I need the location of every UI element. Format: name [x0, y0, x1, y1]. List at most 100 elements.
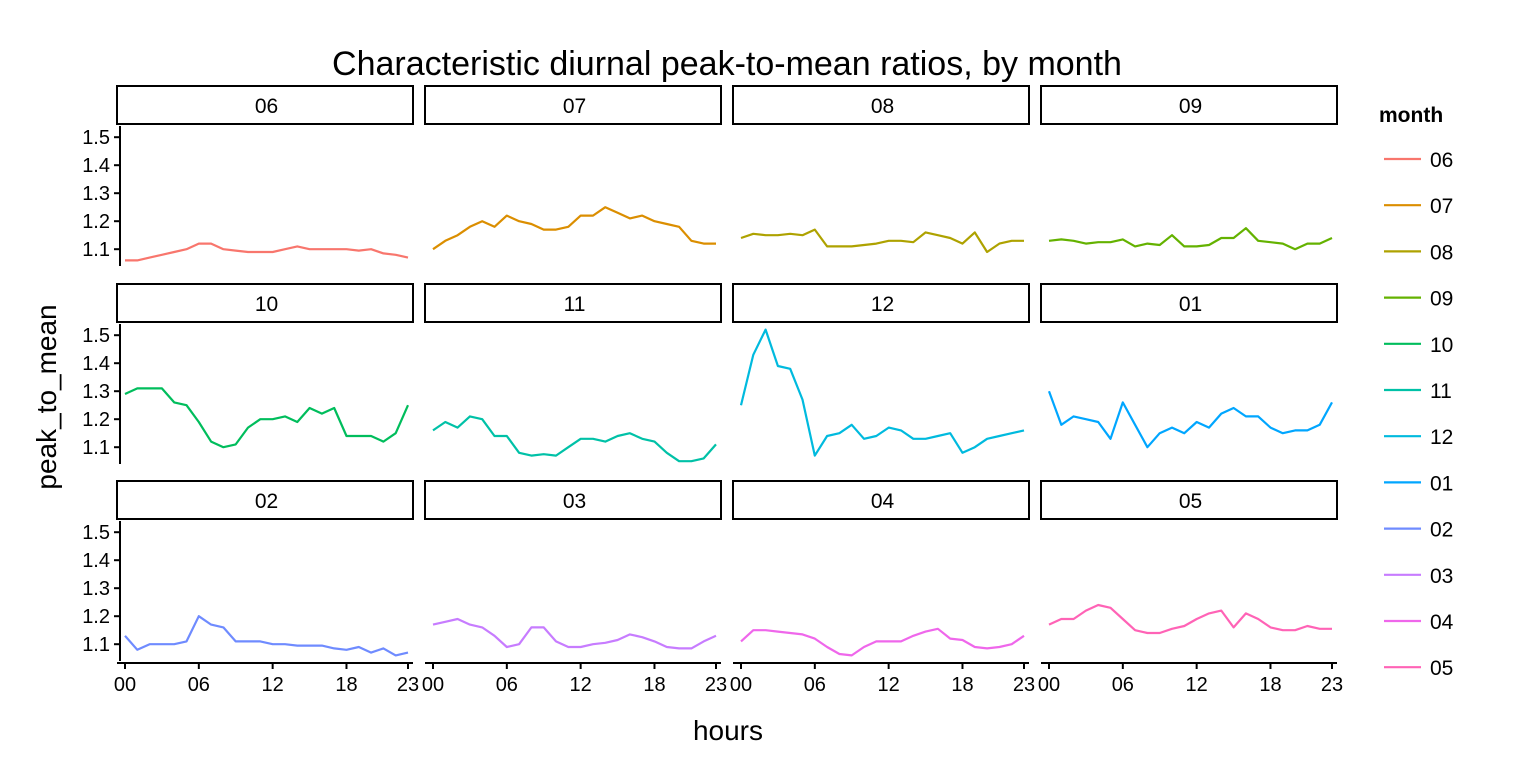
x-tick-label: 23 — [1321, 674, 1343, 696]
legend-item: 03 — [1384, 565, 1453, 588]
legend-label: 10 — [1430, 334, 1453, 357]
x-tick-label: 18 — [335, 674, 357, 696]
facet-strip-label: 05 — [1179, 490, 1202, 513]
facet-strip — [732, 85, 1030, 125]
facet-panels: 06 1.1 1.2 1.3 1.4 1.5 07 08 09 10 1.1 1.2 1.3 1.4 1.5… — [82, 85, 1343, 696]
x-tick-label: 06 — [188, 674, 210, 696]
facet-strip — [732, 480, 1030, 520]
x-tick-label: 00 — [422, 674, 444, 696]
legend-label: 12 — [1430, 426, 1453, 449]
facet-panel-04: 04 00 06 12 18 23 — [730, 480, 1035, 696]
x-tick-label: 06 — [804, 674, 826, 696]
facet-strip-label: 09 — [1179, 95, 1202, 118]
x-tick-label: 00 — [730, 674, 752, 696]
series-line-09 — [1048, 227, 1333, 251]
facet-panel-09: 09 — [1040, 85, 1338, 251]
facet-strip-label: 12 — [871, 293, 894, 316]
legend-item: 04 — [1384, 611, 1454, 634]
x-tick-label: 23 — [705, 674, 727, 696]
series-line-07 — [432, 206, 716, 251]
y-tick-label: 1.4 — [82, 155, 110, 177]
x-tick-label: 06 — [1112, 674, 1134, 696]
legend-item: 08 — [1384, 241, 1453, 264]
y-tick-label: 1.2 — [82, 606, 110, 628]
legend-title: month — [1379, 104, 1443, 127]
legend-label: 07 — [1430, 195, 1453, 218]
x-tick-label: 18 — [1259, 674, 1281, 696]
facet-strip — [424, 85, 722, 125]
y-tick-label: 1.4 — [82, 550, 110, 572]
facet-panel-01: 01 — [1040, 283, 1338, 449]
x-tick-label: 18 — [643, 674, 665, 696]
series-line-12 — [739, 328, 1025, 457]
legend-label: 06 — [1430, 149, 1453, 172]
y-axis-title: peak_to_mean — [31, 304, 62, 489]
legend-label: 02 — [1430, 519, 1453, 542]
y-tick-label: 1.5 — [82, 325, 110, 347]
legend-item: 05 — [1384, 657, 1453, 680]
legend-label: 03 — [1430, 565, 1453, 588]
x-tick-label: 00 — [1038, 674, 1060, 696]
facet-strip — [116, 85, 414, 125]
series-line-02 — [124, 615, 409, 657]
facet-strip — [424, 283, 722, 323]
facet-panel-10: 10 1.1 1.2 1.3 1.4 1.5 — [82, 283, 414, 464]
x-tick-label: 12 — [878, 674, 900, 696]
legend-item: 09 — [1384, 288, 1453, 311]
legend-label: 05 — [1430, 657, 1453, 680]
series-line-11 — [432, 415, 717, 463]
x-tick-label: 23 — [397, 674, 419, 696]
x-axis-title: hours — [693, 715, 763, 746]
facet-strip-label: 10 — [255, 293, 278, 316]
facet-strip — [116, 283, 414, 323]
facet-panel-07: 07 — [424, 85, 722, 251]
legend-item: 06 — [1384, 149, 1453, 172]
facet-strip-label: 07 — [563, 95, 586, 118]
facet-strip — [424, 480, 722, 520]
series-line-08 — [740, 228, 1024, 254]
facet-strip-label: 04 — [871, 490, 895, 513]
y-tick-label: 1.5 — [82, 127, 110, 149]
series-line-03 — [432, 617, 717, 650]
facet-panel-08: 08 — [732, 85, 1030, 254]
legend: month 06 07 08 09 10 11 12 01 02 03 04 05 — [1379, 104, 1454, 680]
legend-item: 02 — [1384, 519, 1453, 542]
facet-panel-11: 11 — [424, 283, 722, 463]
series-line-01 — [1047, 390, 1333, 449]
series-line-04 — [740, 627, 1025, 657]
facet-panel-02: 02 1.1 1.2 1.3 1.4 1.5 00 06 12 18 23 — [82, 480, 419, 696]
facet-strip — [1040, 480, 1338, 520]
y-tick-label: 1.3 — [82, 381, 110, 403]
x-tick-label: 23 — [1013, 674, 1035, 696]
legend-item: 10 — [1384, 334, 1453, 357]
facet-strip-label: 03 — [563, 490, 586, 513]
facet-strip-label: 01 — [1179, 293, 1202, 316]
facet-strip — [732, 283, 1030, 323]
facet-panel-12: 12 — [732, 283, 1030, 457]
series-line-05 — [1048, 603, 1332, 635]
x-tick-label: 12 — [1186, 674, 1208, 696]
y-tick-label: 1.3 — [82, 578, 110, 600]
facet-strip-label: 02 — [255, 490, 278, 513]
facet-strip — [116, 480, 414, 520]
y-tick-label: 1.1 — [82, 239, 110, 261]
y-tick-label: 1.2 — [82, 211, 110, 233]
y-tick-label: 1.1 — [82, 437, 110, 459]
y-tick-label: 1.1 — [82, 634, 110, 656]
x-tick-label: 12 — [262, 674, 284, 696]
chart-title: Characteristic diurnal peak-to-mean rati… — [332, 45, 1122, 83]
y-tick-label: 1.5 — [82, 522, 110, 544]
y-tick-label: 1.4 — [82, 353, 110, 375]
facet-strip — [1040, 85, 1338, 125]
facet-strip-label: 11 — [564, 293, 586, 316]
legend-item: 11 — [1384, 380, 1452, 403]
series-line-10 — [124, 387, 410, 449]
x-tick-label: 06 — [496, 674, 518, 696]
x-tick-label: 12 — [570, 674, 592, 696]
facet-strip-label: 08 — [871, 95, 894, 118]
legend-label: 01 — [1430, 472, 1453, 495]
facet-panel-05: 05 00 06 12 18 23 — [1038, 480, 1343, 696]
legend-label: 04 — [1430, 611, 1454, 634]
y-tick-label: 1.3 — [82, 183, 110, 205]
